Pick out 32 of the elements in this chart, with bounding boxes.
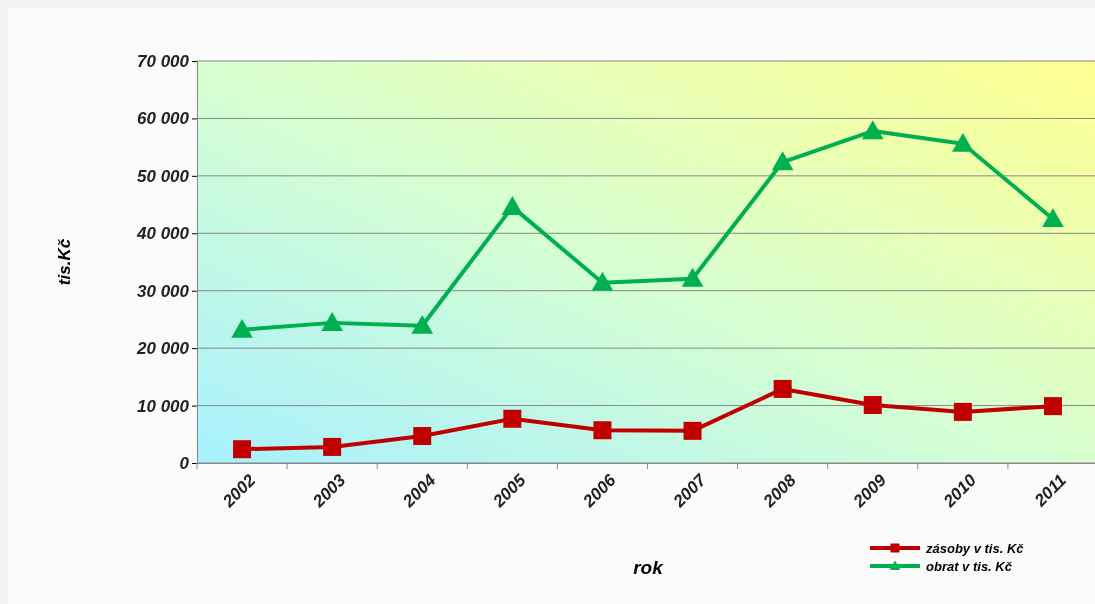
point: [231, 318, 253, 338]
y-tick-label: 30 000: [137, 281, 190, 301]
legend-label: obrat v tis. Kč: [926, 558, 1013, 574]
point: [773, 379, 792, 398]
point: [321, 312, 343, 331]
y-tick-label: 10 000: [137, 396, 190, 416]
point: [1043, 397, 1062, 416]
point: [863, 396, 882, 414]
point: [233, 440, 252, 459]
y-tick-label: 70 000: [137, 51, 190, 71]
point: [861, 120, 884, 140]
point: [411, 314, 434, 334]
point: [952, 132, 974, 152]
y-axis-title: tis.Kč: [55, 238, 74, 286]
y-tick-label: 20 000: [136, 339, 190, 359]
point: [593, 421, 612, 440]
point: [1042, 208, 1064, 228]
point: [591, 271, 614, 291]
y-tick-label: 0: [179, 453, 190, 473]
point: [681, 267, 704, 287]
point: [771, 151, 794, 171]
point: [501, 196, 524, 215]
legend-label: zásoby v tis. Kč: [925, 540, 1025, 556]
point: [413, 427, 432, 446]
point: [323, 437, 342, 456]
point: [953, 402, 972, 421]
y-tick-label: 60 000: [137, 109, 190, 129]
y-tick-label: 50 000: [137, 166, 190, 186]
y-tick-label: 40 000: [136, 224, 190, 244]
x-axis-title: rok: [633, 557, 665, 578]
point: [683, 421, 702, 440]
point: [503, 409, 522, 428]
